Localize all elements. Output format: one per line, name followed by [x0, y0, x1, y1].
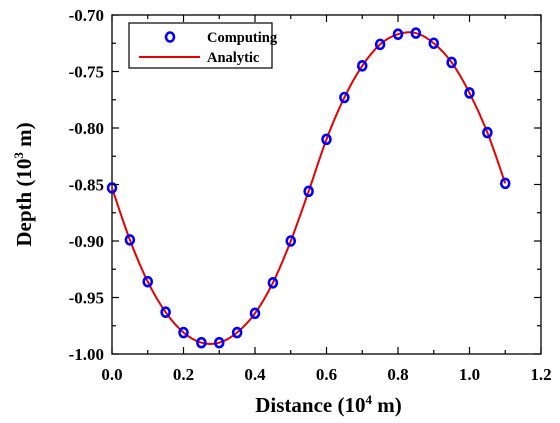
legend-analytic-label: Analytic	[207, 50, 260, 66]
computing-point	[392, 28, 404, 41]
legend: Computing Analytic	[128, 22, 278, 69]
legend-computing-label: Computing	[207, 30, 278, 46]
computing-point	[499, 177, 511, 190]
y-tick-label: -0.95	[69, 289, 104, 308]
computing-point	[213, 336, 225, 349]
computing-point	[231, 326, 243, 339]
y-tick-label: -0.70	[69, 6, 104, 25]
analytic-line	[111, 31, 507, 345]
y-axis-label: Depth (103 m)	[11, 122, 36, 246]
computing-point	[482, 126, 493, 139]
computing-point	[303, 185, 314, 198]
computing-point	[339, 91, 350, 104]
computing-point	[446, 56, 457, 69]
x-axis-ticks: 0.0 0.2 0.4 0.6 0.8 1.0 1.2	[101, 15, 552, 384]
x-axis-label: Distance (104 m)	[255, 392, 401, 417]
x-tick-label: 0.6	[316, 365, 337, 384]
legend-computing-marker	[164, 31, 176, 43]
x-tick-label: 0.8	[387, 365, 408, 384]
y-tick-label: -0.75	[69, 63, 104, 82]
computing-point	[106, 182, 118, 194]
computing-point	[142, 275, 154, 288]
computing-point	[410, 27, 422, 39]
computing-point	[285, 235, 297, 247]
x-tick-label: 0.4	[244, 365, 266, 384]
computing-point	[196, 336, 207, 349]
series-computing	[106, 27, 511, 349]
computing-point	[428, 37, 440, 50]
y-tick-label: -0.85	[69, 176, 104, 195]
computing-point	[464, 87, 475, 99]
y-tick-label: -0.90	[69, 232, 104, 251]
y-tick-label: -0.80	[69, 119, 104, 138]
x-tick-label: 0.2	[173, 365, 194, 384]
computing-point	[249, 307, 261, 320]
computing-point	[356, 60, 368, 72]
x-tick-label: 1.2	[530, 365, 551, 384]
y-axis-ticks: -0.70 -0.75 -0.80 -0.85 -0.90 -0.95 -1.00	[69, 6, 541, 364]
computing-point	[160, 306, 171, 318]
y-tick-label: -1.00	[69, 345, 104, 364]
x-tick-label: 0.0	[101, 365, 122, 384]
computing-point	[321, 133, 332, 146]
computing-point	[178, 326, 189, 339]
x-tick-label: 1.0	[459, 365, 480, 384]
series-analytic	[111, 31, 507, 345]
computing-point	[267, 277, 279, 289]
computing-point	[374, 38, 386, 51]
computing-point	[124, 234, 136, 246]
legend-box	[128, 22, 273, 69]
